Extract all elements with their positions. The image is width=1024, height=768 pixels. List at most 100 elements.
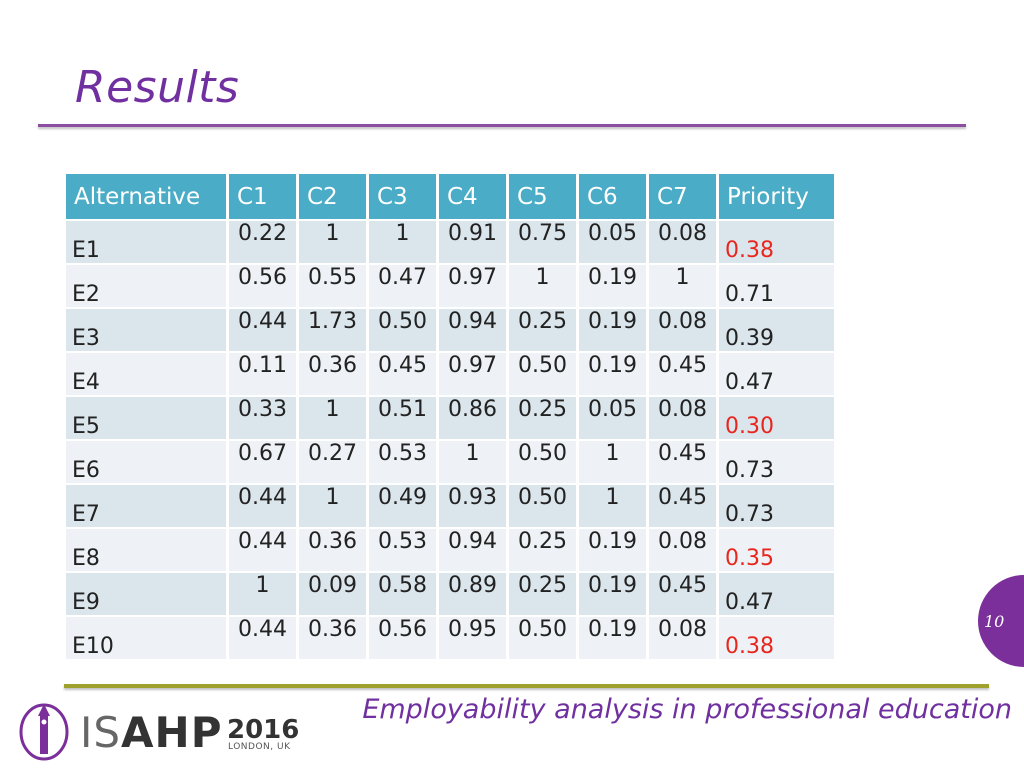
- priority-cell: 0.73: [719, 441, 834, 485]
- criterion-cell-c4: 0.94: [439, 529, 506, 573]
- criterion-cell-c2: 0.27: [299, 441, 366, 485]
- criterion-cell-c1: 0.44: [229, 309, 296, 353]
- priority-cell: 0.71: [719, 265, 834, 309]
- page-number: 10: [984, 612, 1005, 631]
- table-row: E8 0.44 0.36 0.53 0.94 0.25 0.19 0.08 0.35: [66, 529, 834, 573]
- criterion-cell-c2: 1.73: [299, 309, 366, 353]
- criterion-cell-c1: 0.22: [229, 221, 296, 265]
- table-row: E5 0.33 1 0.51 0.86 0.25 0.05 0.08 0.30: [66, 397, 834, 441]
- table-row: E1 0.22 1 1 0.91 0.75 0.05 0.08 0.38: [66, 221, 834, 265]
- criterion-cell-c1: 0.44: [229, 617, 296, 661]
- criterion-cell-c7: 0.08: [649, 309, 716, 353]
- criterion-cell-c2: 0.55: [299, 265, 366, 309]
- table-row: E2 0.56 0.55 0.47 0.97 1 0.19 1 0.71: [66, 265, 834, 309]
- criterion-cell-c4: 0.93: [439, 485, 506, 529]
- alternative-cell: E10: [66, 617, 226, 661]
- criterion-cell-c1: 0.33: [229, 397, 296, 441]
- header-c6: C6: [579, 174, 646, 221]
- criterion-cell-c3: 0.56: [369, 617, 436, 661]
- criterion-cell-c6: 1: [579, 485, 646, 529]
- header-c7: C7: [649, 174, 716, 221]
- criterion-cell-c1: 0.44: [229, 485, 296, 529]
- logo-wordmark: ISAHP: [80, 708, 223, 757]
- logo-year: 2016: [227, 715, 300, 745]
- criterion-cell-c5: 0.50: [509, 485, 576, 529]
- criterion-cell-c5: 0.75: [509, 221, 576, 265]
- criterion-cell-c1: 0.56: [229, 265, 296, 309]
- alternative-cell: E1: [66, 221, 226, 265]
- logo-location: LONDON, UK: [228, 742, 291, 752]
- criterion-cell-c2: 0.36: [299, 353, 366, 397]
- criterion-cell-c6: 0.19: [579, 529, 646, 573]
- header-c1: C1: [229, 174, 296, 221]
- header-c5: C5: [509, 174, 576, 221]
- alternative-cell: E3: [66, 309, 226, 353]
- title-divider: [38, 124, 966, 127]
- criterion-cell-c1: 0.11: [229, 353, 296, 397]
- criterion-cell-c3: 0.47: [369, 265, 436, 309]
- criterion-cell-c3: 0.53: [369, 529, 436, 573]
- priority-cell: 0.47: [719, 573, 834, 617]
- alternative-cell: E5: [66, 397, 226, 441]
- criterion-cell-c7: 0.08: [649, 617, 716, 661]
- table-row: E3 0.44 1.73 0.50 0.94 0.25 0.19 0.08 0.39: [66, 309, 834, 353]
- criterion-cell-c4: 0.86: [439, 397, 506, 441]
- footer-text: Employability analysis in professional e…: [362, 694, 1012, 725]
- criterion-cell-c6: 1: [579, 441, 646, 485]
- priority-cell: 0.39: [719, 309, 834, 353]
- criterion-cell-c6: 0.05: [579, 221, 646, 265]
- criterion-cell-c3: 0.53: [369, 441, 436, 485]
- table-row: E6 0.67 0.27 0.53 1 0.50 1 0.45 0.73: [66, 441, 834, 485]
- criterion-cell-c6: 0.19: [579, 573, 646, 617]
- criterion-cell-c5: 0.50: [509, 353, 576, 397]
- criterion-cell-c3: 0.51: [369, 397, 436, 441]
- criterion-cell-c7: 0.45: [649, 353, 716, 397]
- criterion-cell-c7: 1: [649, 265, 716, 309]
- priority-cell: 0.73: [719, 485, 834, 529]
- priority-cell: 0.35: [719, 529, 834, 573]
- criterion-cell-c6: 0.19: [579, 617, 646, 661]
- criterion-cell-c7: 0.45: [649, 485, 716, 529]
- header-c4: C4: [439, 174, 506, 221]
- priority-cell: 0.38: [719, 617, 834, 661]
- criterion-cell-c3: 0.45: [369, 353, 436, 397]
- table-row: E10 0.44 0.36 0.56 0.95 0.50 0.19 0.08 0.38: [66, 617, 834, 661]
- criterion-cell-c3: 0.50: [369, 309, 436, 353]
- criterion-cell-c1: 0.67: [229, 441, 296, 485]
- criterion-cell-c5: 0.50: [509, 441, 576, 485]
- criterion-cell-c6: 0.05: [579, 397, 646, 441]
- header-priority: Priority: [719, 174, 834, 221]
- alternative-cell: E6: [66, 441, 226, 485]
- alternative-cell: E2: [66, 265, 226, 309]
- criterion-cell-c2: 1: [299, 485, 366, 529]
- table-row: E7 0.44 1 0.49 0.93 0.50 1 0.45 0.73: [66, 485, 834, 529]
- header-c3: C3: [369, 174, 436, 221]
- criterion-cell-c3: 1: [369, 221, 436, 265]
- criterion-cell-c4: 1: [439, 441, 506, 485]
- criterion-cell-c3: 0.58: [369, 573, 436, 617]
- criterion-cell-c4: 0.89: [439, 573, 506, 617]
- criterion-cell-c2: 1: [299, 221, 366, 265]
- criterion-cell-c5: 0.25: [509, 309, 576, 353]
- footer-divider: [64, 684, 989, 688]
- table-row: E9 1 0.09 0.58 0.89 0.25 0.19 0.45 0.47: [66, 573, 834, 617]
- criterion-cell-c5: 0.50: [509, 617, 576, 661]
- criterion-cell-c2: 0.36: [299, 529, 366, 573]
- criterion-cell-c5: 0.25: [509, 397, 576, 441]
- header-c2: C2: [299, 174, 366, 221]
- criterion-cell-c4: 0.97: [439, 265, 506, 309]
- criterion-cell-c6: 0.19: [579, 353, 646, 397]
- results-table: Alternative C1 C2 C3 C4 C5 C6 C7 Priorit…: [63, 174, 837, 661]
- alternative-cell: E4: [66, 353, 226, 397]
- criterion-cell-c2: 0.09: [299, 573, 366, 617]
- table-row: E4 0.11 0.36 0.45 0.97 0.50 0.19 0.45 0.47: [66, 353, 834, 397]
- criterion-cell-c7: 0.08: [649, 221, 716, 265]
- criterion-cell-c4: 0.95: [439, 617, 506, 661]
- criterion-cell-c7: 0.45: [649, 573, 716, 617]
- slide-title: Results: [75, 62, 240, 113]
- priority-cell: 0.47: [719, 353, 834, 397]
- criterion-cell-c4: 0.91: [439, 221, 506, 265]
- criterion-cell-c2: 0.36: [299, 617, 366, 661]
- big-ben-logo-icon: [19, 703, 69, 761]
- criterion-cell-c3: 0.49: [369, 485, 436, 529]
